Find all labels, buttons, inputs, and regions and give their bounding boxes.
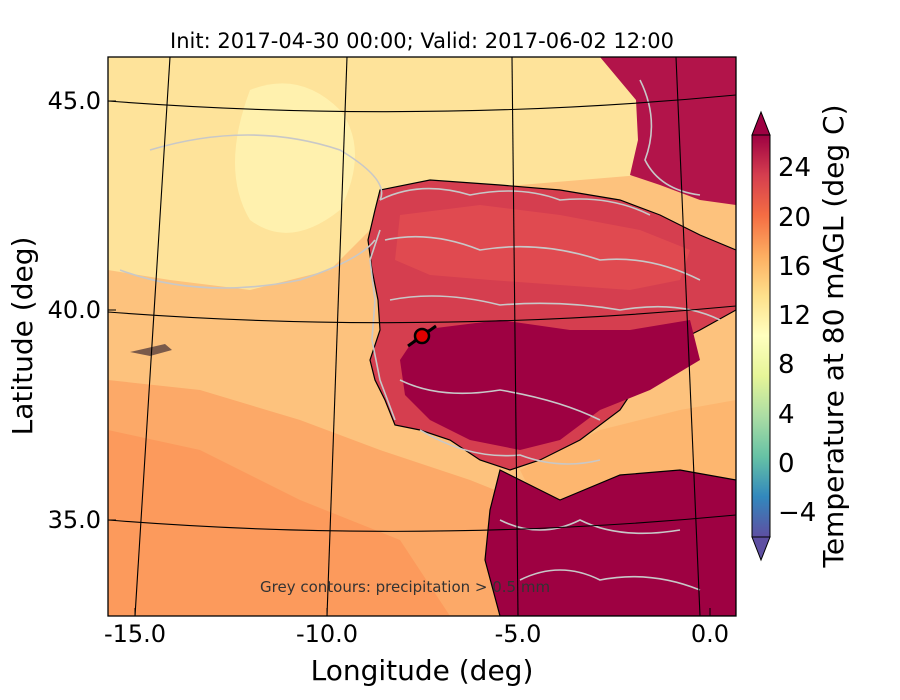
colorbar-tick: 0 xyxy=(778,449,795,479)
x-tick-label: -5.0 xyxy=(495,620,542,648)
land-iberia-hot-core xyxy=(400,320,700,450)
x-tick-label: -15.0 xyxy=(104,620,166,648)
sea-region-southwest-deep xyxy=(108,430,450,616)
precip-contours xyxy=(119,79,721,591)
colorbar-extend-min xyxy=(751,536,771,562)
colorbar-gradient xyxy=(751,134,771,538)
sea-region-cool-patch xyxy=(235,83,355,233)
colorbar-tick: 16 xyxy=(778,252,811,282)
sea-region-mediterranean xyxy=(520,400,736,510)
map-frame xyxy=(107,56,737,617)
plot-title: Init: 2017-04-30 00:00; Valid: 2017-06-0… xyxy=(170,29,674,53)
y-tick-label: 35.0 xyxy=(48,506,101,534)
land-france xyxy=(600,57,736,205)
x-tick-label: 0.0 xyxy=(691,620,729,648)
station-marker xyxy=(407,324,437,348)
colorbar-tick: 8 xyxy=(778,350,795,380)
colorbar-tick: 4 xyxy=(778,400,795,430)
x-axis: -15.0 -10.0 -5.0 0.0 Longitude (deg) xyxy=(104,608,729,687)
colorbar-tick: 12 xyxy=(778,301,811,331)
island-patch xyxy=(130,344,172,356)
colorbar-tick: −4 xyxy=(778,498,816,528)
y-axis: 45.0 40.0 35.0 Latitude (deg) xyxy=(6,87,116,534)
contour-annotation: Grey contours: precipitation > 0.5 mm xyxy=(260,578,550,596)
colorbar-label: Temperature at 80 mAGL (deg C) xyxy=(817,104,850,568)
land-north-africa xyxy=(484,469,736,616)
colorbar: 24 20 16 12 8 4 0 −4 Temperature at 80 m… xyxy=(751,104,850,569)
colorbar-extend-max xyxy=(751,110,771,136)
colorbar-tick: 24 xyxy=(778,153,811,183)
graticule xyxy=(108,57,736,616)
y-axis-label: Latitude (deg) xyxy=(6,237,39,436)
y-tick-label: 45.0 xyxy=(48,87,101,115)
map-panel: Grey contours: precipitation > 0.5 mm xyxy=(108,57,736,616)
x-axis-label: Longitude (deg) xyxy=(311,654,534,687)
x-tick-label: -10.0 xyxy=(296,620,358,648)
y-tick-label: 40.0 xyxy=(48,296,101,324)
colorbar-tick: 20 xyxy=(778,203,811,233)
